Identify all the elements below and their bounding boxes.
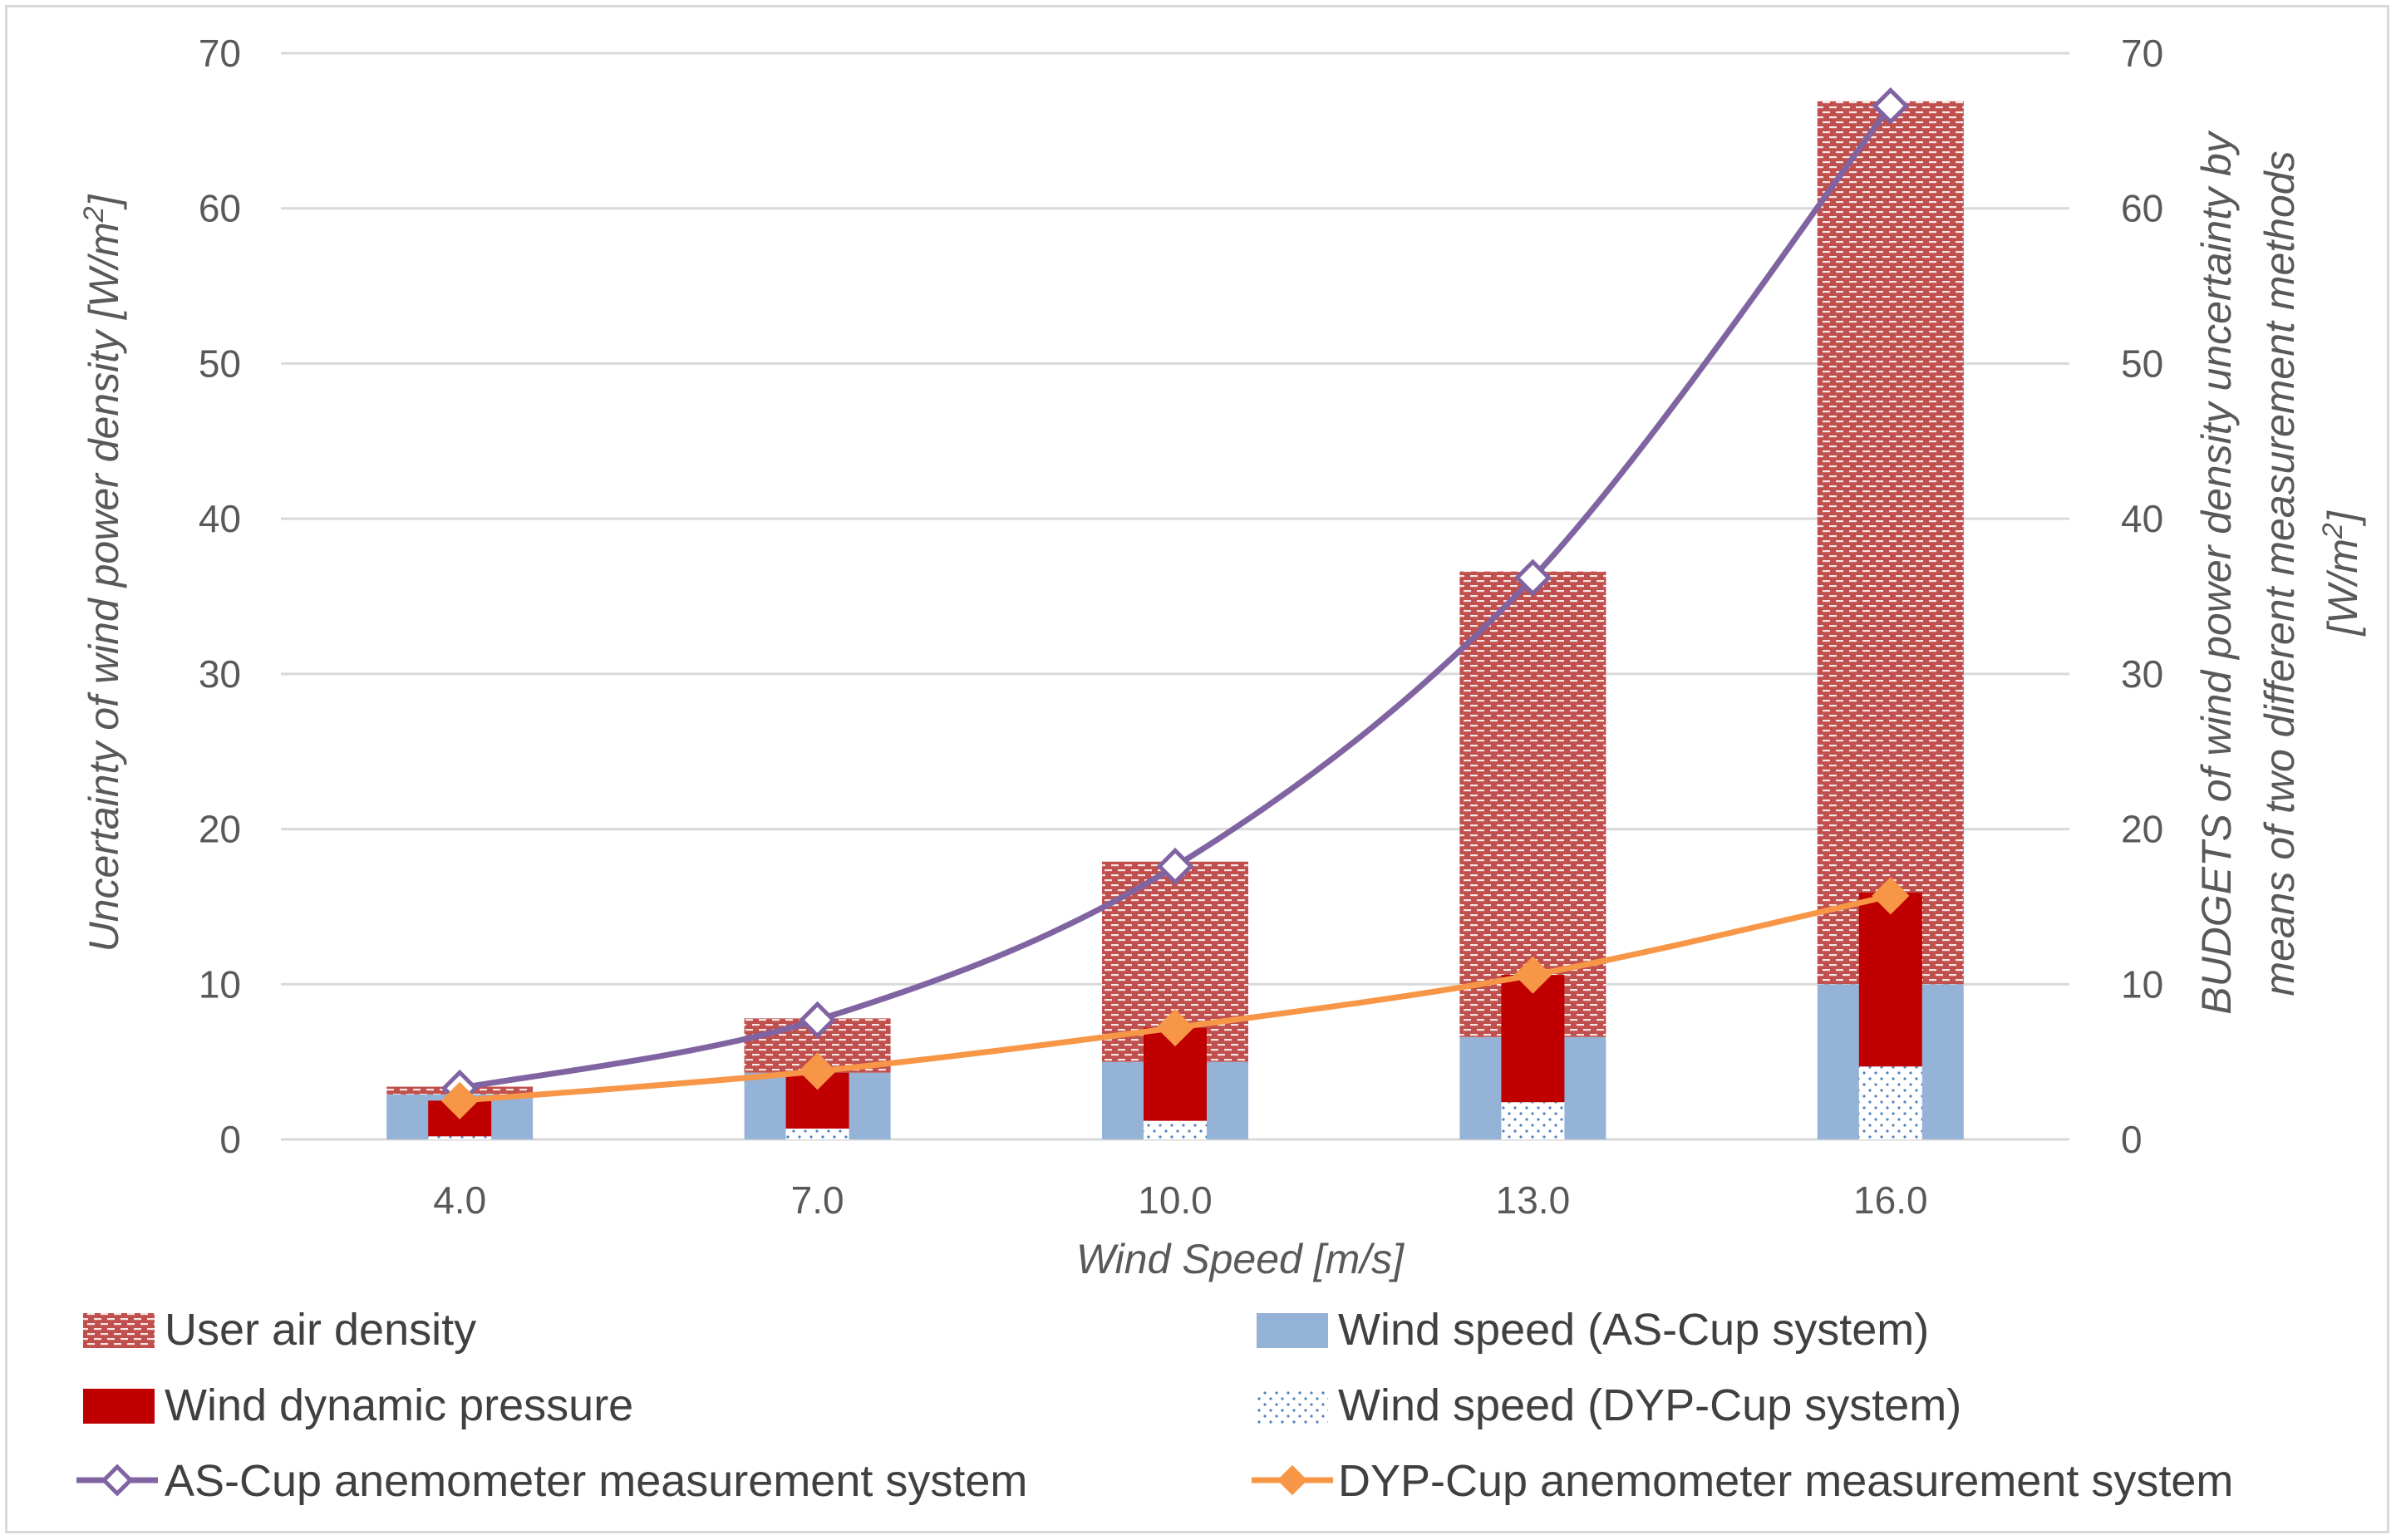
gridlines [281, 52, 2069, 1141]
legend-label-dyp-line: DYP-Cup anemometer measurement system [1338, 1456, 2233, 1506]
y-tick-left-40: 40 [199, 497, 241, 540]
as-line-point-13.0 [1513, 558, 1552, 597]
dyp-line-point-16.0 [1872, 877, 1910, 915]
legend-swatch-wind-dynamic-pressure [83, 1389, 155, 1424]
legend-item-user-air-density: User air density [83, 1305, 476, 1355]
y-tick-left-10: 10 [199, 962, 241, 1006]
dyp-line-point-4.0 [440, 1081, 479, 1119]
y-axis-right-title: BUDGETS of wind power density uncertaint… [2193, 130, 2366, 1015]
legend: User air density Wind speed (AS-Cup syst… [76, 1305, 2233, 1506]
y-tick-right-50: 50 [2121, 342, 2163, 385]
x-axis-ticks: 4.0 7.0 10.0 13.0 16.0 [433, 1178, 1927, 1222]
y-tick-right-20: 20 [2121, 808, 2163, 851]
y-tick-left-0: 0 [219, 1118, 241, 1161]
dyp-line-point-10.0 [1156, 1009, 1194, 1047]
y-tick-right-10: 10 [2121, 962, 2163, 1006]
as-line-path [456, 102, 1894, 1091]
bar-user-air-density-16.0 [1817, 101, 1964, 985]
as-line-point-16.0 [1872, 86, 1910, 125]
legend-swatch-wind-speed-dyp [1257, 1389, 1328, 1424]
x-tick-4.0: 4.0 [433, 1178, 486, 1222]
as-line-point-10.0 [1156, 847, 1194, 885]
lines-layer [440, 86, 1910, 1119]
y-tick-right-60: 60 [2121, 187, 2163, 230]
bar-wind-speed-dyp-13.0 [1501, 1102, 1565, 1139]
y-tick-right-70: 70 [2121, 32, 2163, 75]
legend-marker-as-line-diamond-icon [101, 1464, 134, 1497]
y-tick-left-30: 30 [199, 652, 241, 696]
y-axis-left-title: Uncertainty of wind power density [W/m2] [78, 194, 127, 952]
dyp-line-point-13.0 [1513, 956, 1552, 994]
y-tick-right-0: 0 [2121, 1118, 2143, 1161]
y-tick-left-50: 50 [199, 342, 241, 385]
y-tick-left-70: 70 [199, 32, 241, 75]
bar-wind-speed-dyp-16.0 [1858, 1066, 1922, 1139]
legend-label-wind-dynamic-pressure: Wind dynamic pressure [165, 1380, 633, 1430]
legend-swatch-user-air-density [83, 1313, 155, 1348]
y-axis-right-title-line1: BUDGETS of wind power density uncertaint… [2193, 130, 2240, 1015]
bar-wind-speed-dyp-4.0 [428, 1136, 492, 1139]
bar-wind-speed-dyp-10.0 [1144, 1120, 1207, 1139]
legend-swatch-wind-speed-as [1257, 1313, 1328, 1348]
y-tick-left-20: 20 [199, 808, 241, 851]
legend-marker-dyp-line-diamond-icon [1277, 1464, 1308, 1496]
x-tick-10.0: 10.0 [1138, 1178, 1213, 1222]
legend-item-wind-speed-as: Wind speed (AS-Cup system) [1257, 1305, 1929, 1355]
y-tick-right-40: 40 [2121, 497, 2163, 540]
dyp-line-point-7.0 [799, 1052, 837, 1090]
chart-frame [5, 5, 2389, 1533]
y-axis-right-title-line3: [W/m2] [2317, 510, 2366, 637]
as-line-point-7.0 [799, 1001, 837, 1039]
legend-label-wind-speed-dyp: Wind speed (DYP-Cup system) [1338, 1380, 1961, 1430]
bar-wind-speed-dyp-7.0 [785, 1128, 849, 1139]
legend-item-wind-speed-dyp: Wind speed (DYP-Cup system) [1257, 1380, 1961, 1430]
legend-label-user-air-density: User air density [165, 1305, 476, 1355]
bar-wind-dynamic-pressure-13.0 [1501, 975, 1565, 1103]
legend-label-as-line: AS-Cup anemometer measurement system [165, 1456, 1027, 1506]
y-axis-left-ticks: 0 10 20 30 40 50 60 70 [199, 32, 241, 1161]
x-tick-16.0: 16.0 [1853, 1178, 1928, 1222]
legend-item-wind-dynamic-pressure: Wind dynamic pressure [83, 1380, 633, 1430]
legend-label-wind-speed-as: Wind speed (AS-Cup system) [1338, 1305, 1929, 1355]
y-tick-right-30: 30 [2121, 652, 2163, 696]
x-axis-title: Wind Speed [m/s] [1076, 1236, 1405, 1282]
x-tick-13.0: 13.0 [1496, 1178, 1571, 1222]
legend-item-as-line: AS-Cup anemometer measurement system [76, 1456, 1027, 1506]
y-axis-right-title-line2: means of two different measurement metho… [2256, 150, 2303, 996]
bar-wind-dynamic-pressure-16.0 [1858, 893, 1922, 1067]
y-axis-right-ticks: 0 10 20 30 40 50 60 70 [2121, 32, 2163, 1161]
y-tick-left-60: 60 [199, 187, 241, 230]
bars-layer [386, 101, 1964, 1139]
legend-item-dyp-line: DYP-Cup anemometer measurement system [1252, 1456, 2233, 1506]
x-tick-7.0: 7.0 [791, 1178, 844, 1222]
